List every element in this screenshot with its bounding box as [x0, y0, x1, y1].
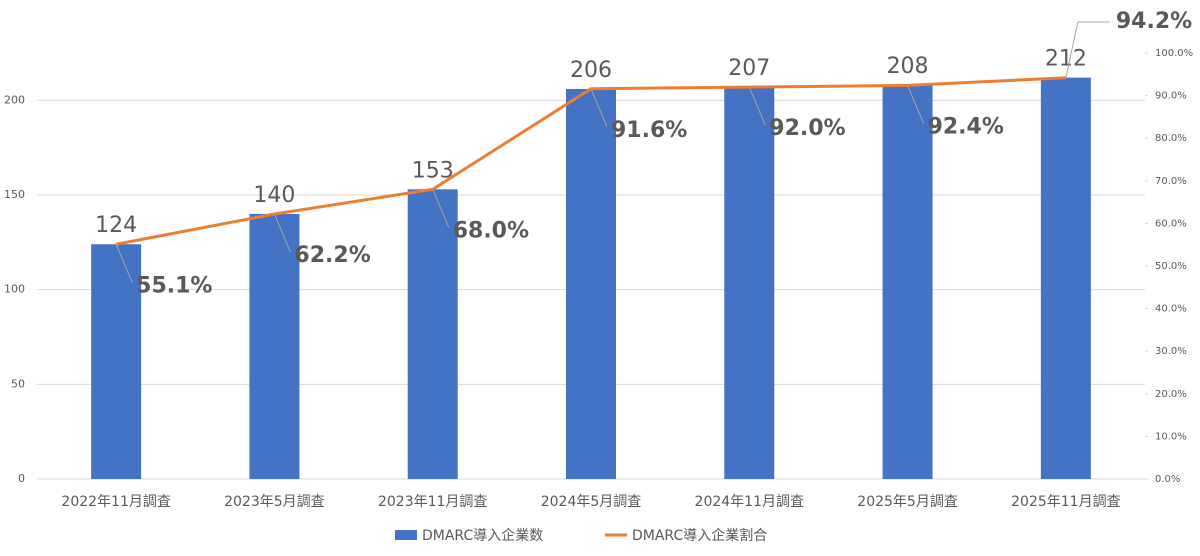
bar: [566, 88, 616, 480]
leader-line: [432, 189, 450, 228]
x-tick-label: 2023年11月調査: [378, 494, 487, 510]
bar-label: 140: [253, 183, 295, 208]
line-label: 94.2%: [1116, 9, 1192, 34]
bar: [724, 87, 775, 479]
y2-tick-label: 80.0%: [1155, 133, 1187, 144]
bar: [882, 85, 933, 479]
bar-label: 208: [887, 54, 929, 79]
legend-label: DMARC導入企業割合: [632, 527, 767, 544]
x-tick-label: 2024年11月調査: [695, 494, 804, 510]
line-label: 91.6%: [611, 118, 687, 143]
legend-label: DMARC導入企業数: [422, 527, 543, 544]
y2-tick-label: 60.0%: [1155, 218, 1187, 229]
bar-label: 124: [95, 213, 137, 238]
leader-line: [748, 86, 766, 126]
y2-tick-label: 10.0%: [1155, 431, 1187, 442]
x-tick-label: 2025年5月調査: [857, 494, 958, 510]
x-tick-label: 2022年11月調査: [61, 494, 170, 510]
y2-tick-label: 90.0%: [1155, 91, 1187, 102]
line-label: 92.0%: [769, 116, 845, 141]
leader-line: [273, 213, 291, 253]
y2-tick-label: 100.0%: [1155, 48, 1193, 59]
y2-tick-label: 30.0%: [1155, 346, 1187, 357]
line-label: 68.0%: [453, 218, 529, 243]
y-tick-label: 150: [4, 188, 25, 201]
y2-tick-label: 40.0%: [1155, 304, 1187, 315]
bar: [1040, 77, 1091, 479]
x-tick-label: 2025年11月調査: [1011, 494, 1120, 510]
leader-line: [1065, 21, 1110, 78]
line-label: 62.2%: [294, 243, 370, 268]
bar-label: 207: [728, 56, 770, 81]
y-tick-label: 200: [4, 93, 25, 106]
bar-label: 212: [1045, 47, 1087, 72]
y-tick-label: 0: [18, 472, 25, 485]
y2-tick-label: 50.0%: [1155, 261, 1187, 272]
y2-tick-label: 20.0%: [1155, 389, 1187, 400]
bar: [91, 244, 142, 479]
bar: [407, 189, 458, 479]
line-label: 55.1%: [136, 273, 212, 298]
leader-line: [115, 244, 133, 283]
bar-label: 206: [570, 58, 612, 83]
y-tick-label: 50: [11, 377, 25, 390]
y2-tick-label: 0.0%: [1155, 474, 1180, 485]
legend-swatch: [395, 530, 417, 540]
leader-line: [590, 88, 608, 127]
y2-tick-label: 70.0%: [1155, 176, 1187, 187]
bar: [249, 213, 300, 479]
x-tick-label: 2024年5月調査: [541, 494, 642, 510]
y-tick-label: 100: [4, 283, 25, 296]
leader-line: [907, 85, 925, 124]
x-tick-label: 2023年5月調査: [224, 494, 325, 510]
line-label: 92.4%: [928, 114, 1004, 139]
